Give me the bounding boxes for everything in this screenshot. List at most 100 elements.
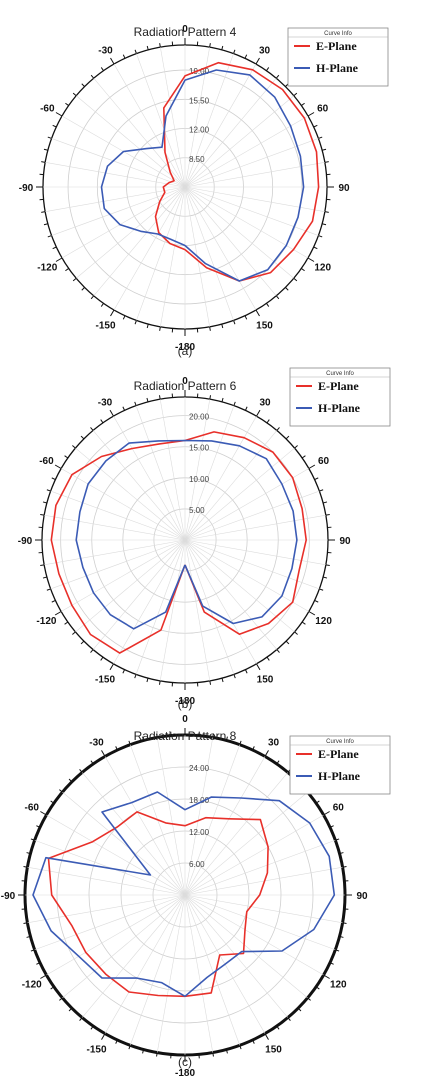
angle-tick [110, 309, 115, 317]
grid-spoke [27, 866, 186, 896]
angle-tick [323, 974, 330, 979]
angle-label: 120 [315, 616, 332, 627]
grid-spoke [46, 894, 186, 976]
angle-tick [318, 136, 323, 139]
polar-chart-1: 0 30 60 90 120 150 -180 -150 -120 -90 -60 -30 5.00 10… [18, 367, 391, 711]
angle-label: 90 [356, 891, 368, 902]
grid-spoke [184, 186, 257, 311]
angle-tick [134, 674, 137, 679]
grid-spoke [156, 894, 186, 1053]
angle-tick [55, 257, 63, 262]
angle-tick [90, 1025, 94, 1030]
grid-spoke [184, 186, 234, 321]
angle-label: -60 [24, 803, 39, 814]
grid-spoke [184, 894, 324, 976]
angle-label: -150 [86, 1044, 106, 1055]
grid-spoke [93, 186, 186, 296]
angle-label: -60 [40, 104, 55, 115]
grid-spoke [184, 539, 211, 681]
grid-spoke [184, 115, 309, 188]
grid-spoke [184, 744, 241, 896]
legend-box [289, 735, 391, 795]
angle-tick [134, 320, 137, 325]
grid-spoke [184, 416, 257, 541]
angle-tick [256, 663, 261, 671]
angle-tick [30, 949, 35, 952]
grid-spoke [45, 186, 186, 212]
legend: Curve Info E-Plane H-Plane [289, 735, 391, 795]
angle-tick [47, 235, 52, 238]
grid-spoke [184, 430, 278, 541]
angle-tick [146, 397, 149, 403]
radial-tick-label: 12.00 [189, 828, 210, 837]
angle-tick [264, 1033, 269, 1040]
angle-tick [68, 1007, 73, 1012]
radial-tick-label: 8.50 [189, 155, 205, 164]
angle-tick [80, 435, 85, 440]
angle-tick [79, 1017, 83, 1021]
angle-tick [307, 112, 315, 117]
grid-spoke [184, 894, 336, 951]
angle-tick [128, 740, 131, 745]
angle-tick [294, 631, 298, 635]
grid-spoke [34, 894, 186, 951]
angle-label: -120 [22, 980, 42, 991]
grid-spoke [156, 737, 186, 896]
angle-label: 0 [182, 24, 188, 35]
angle-tick [212, 733, 214, 738]
grid-spoke [62, 894, 186, 999]
angle-tick [209, 395, 212, 400]
legend-title: Curve Info [324, 31, 352, 37]
angle-tick [244, 54, 248, 59]
radial-tick-label: 10.00 [189, 475, 210, 484]
angle-tick [255, 57, 260, 65]
grid-spoke [184, 839, 336, 896]
angle-tick [307, 257, 315, 262]
angle-tick [335, 838, 340, 841]
angle-tick [52, 246, 57, 250]
angle-tick [276, 1025, 280, 1030]
angle-tick [122, 669, 126, 674]
series-h-plane-curve [75, 439, 298, 630]
angle-label: -120 [36, 616, 56, 627]
angle-tick [36, 962, 41, 965]
legend-box [289, 367, 391, 427]
angle-tick [51, 599, 56, 603]
grid-spoke [184, 468, 309, 541]
angle-tick [115, 746, 118, 751]
grid-spoke [184, 737, 214, 896]
angle-tick [233, 49, 236, 54]
grid-spoke [184, 53, 234, 188]
radial-tick-label: 18.00 [189, 796, 210, 805]
angle-label: -60 [39, 456, 54, 467]
angle-tick [142, 1049, 145, 1054]
angle-tick [122, 406, 126, 411]
angle-tick [339, 852, 344, 855]
angle-tick [233, 320, 236, 325]
grid-spoke [46, 814, 186, 896]
angle-tick [72, 445, 76, 449]
angle-tick [319, 489, 324, 492]
chart-caption: (a) [178, 344, 193, 358]
grid-spoke [184, 894, 308, 999]
angle-label: 30 [259, 45, 271, 56]
angle-tick [221, 324, 224, 329]
angle-tick [329, 825, 334, 828]
grid-spoke [184, 186, 319, 236]
angle-label: -150 [95, 321, 115, 332]
angle-tick [55, 112, 63, 117]
angle-tick [68, 778, 73, 783]
angle-tick [159, 326, 161, 331]
angle-label: 30 [268, 738, 280, 749]
legend-title: Curve Info [326, 371, 354, 377]
grid-spoke [184, 399, 211, 541]
angle-label: 90 [339, 536, 351, 547]
grid-spoke [81, 772, 186, 896]
grid-spoke [184, 814, 324, 896]
legend: Curve Info E-Plane H-Plane [289, 367, 391, 427]
grid-spoke [159, 399, 186, 541]
angle-tick [308, 611, 316, 616]
angle-tick [329, 962, 334, 965]
angle-tick [122, 315, 126, 320]
angle-tick [42, 501, 48, 504]
